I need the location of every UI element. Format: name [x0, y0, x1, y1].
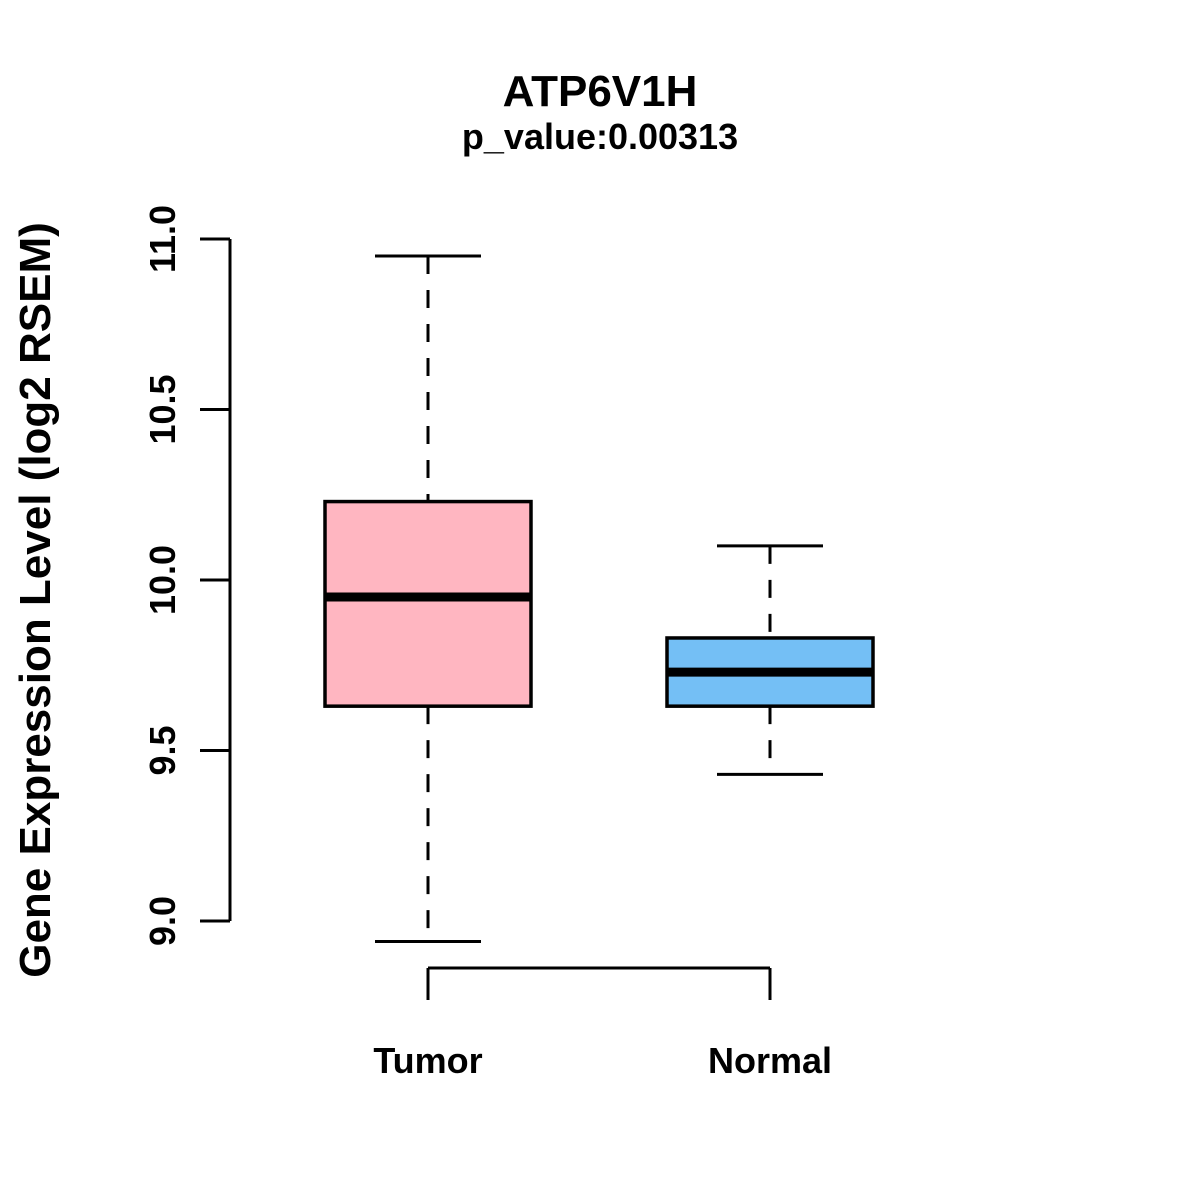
chart-subtitle: p_value:0.00313 — [461, 116, 739, 157]
category-label-normal: Normal — [708, 1040, 832, 1081]
category-label-tumor: Tumor — [373, 1040, 482, 1081]
y-axis-tick-label: 11.0 — [142, 205, 183, 273]
y-axis-tick-label: 9.0 — [142, 896, 183, 946]
y-axis-tick-label: 9.5 — [142, 725, 183, 775]
chart-title: ATP6V1H — [502, 67, 698, 116]
tumor-box — [323, 499, 533, 708]
y-axis-tick-label: 10.5 — [142, 374, 183, 444]
y-axis-tick-label: 10.0 — [142, 545, 183, 615]
